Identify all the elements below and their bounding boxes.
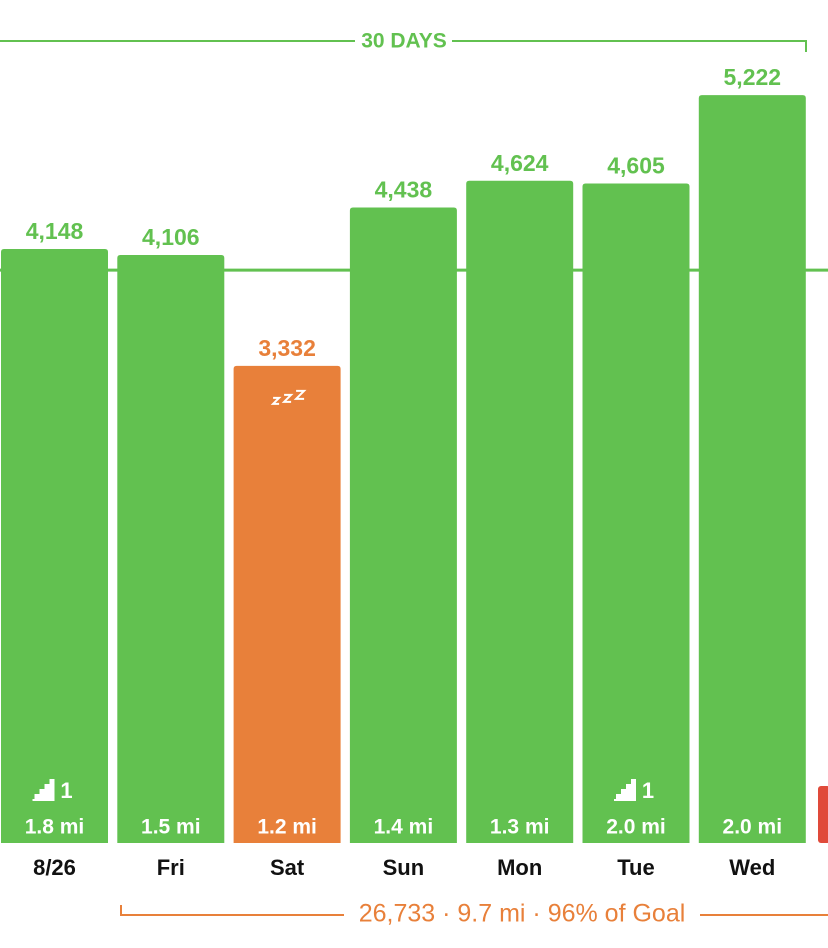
bar [233,365,341,843]
period-label: 30 DAYS [361,30,447,53]
x-tick-label: Sat [270,855,305,880]
x-tick-label: 8/26 [33,855,76,880]
bar [466,180,574,844]
bracket-line [452,40,807,52]
value-label: 4,605 [607,153,665,179]
bar [1,248,108,843]
value-label: 4,438 [375,177,433,203]
rest-icon [270,396,282,405]
summary-label: 26,733 · 9.7 mi · 96% of Goal [359,900,686,928]
bar [349,207,457,844]
value-label: 5,222 [724,64,782,90]
next-bar-edge [818,786,828,843]
distance-label: 2.0 mi [723,816,783,839]
bottom-bracket [120,905,828,916]
bar [117,254,225,843]
distance-label: 2.0 mi [606,816,666,839]
distance-label: 1.2 mi [257,816,317,839]
bar [582,183,690,844]
flights-label: 1 [60,778,72,803]
x-tick-label: Tue [617,855,654,880]
flights-label: 1 [642,778,654,803]
value-label: 4,148 [26,218,84,244]
value-label: 3,332 [258,335,316,361]
distance-label: 1.4 mi [374,816,434,839]
stairs-icon [614,779,636,801]
bar [698,95,806,844]
distance-label: 1.5 mi [141,816,201,839]
stairs-icon [32,779,55,801]
x-tick-label: Fri [157,855,185,880]
bracket-line [120,905,344,916]
distance-label: 1.8 mi [25,816,85,839]
top-bracket [0,40,807,52]
x-tick-label: Wed [729,855,775,880]
value-label: 4,624 [491,150,549,176]
rest-icon [281,393,294,403]
x-tick-label: Mon [497,855,542,880]
distance-label: 1.3 mi [490,816,550,839]
x-tick-label: Sun [383,855,425,880]
rest-icon [293,389,307,400]
value-label: 4,106 [142,224,200,250]
